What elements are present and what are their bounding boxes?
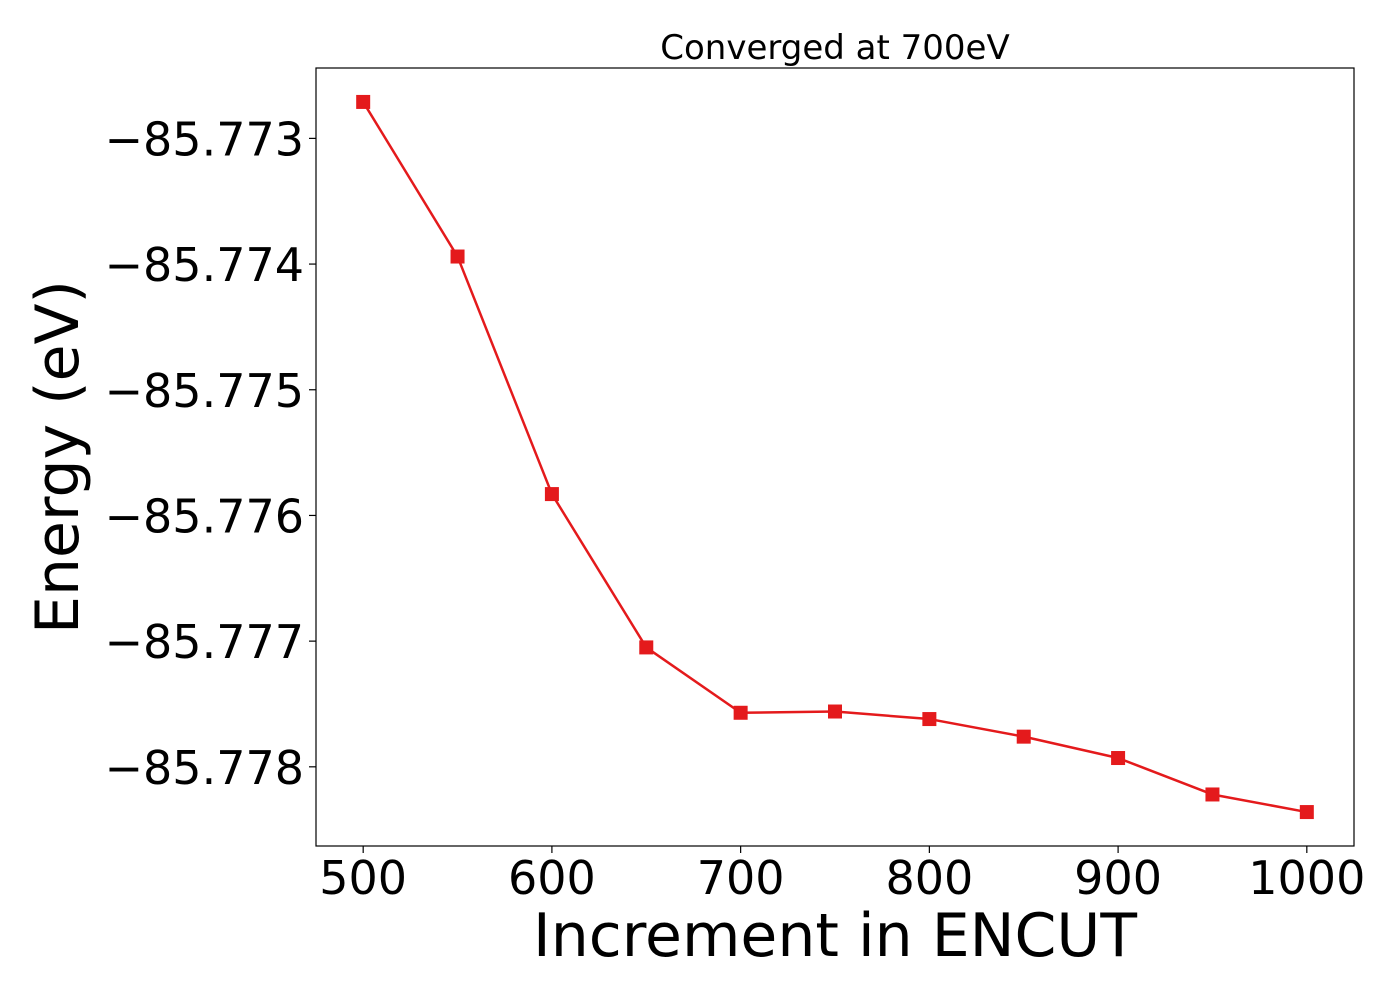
data-point (356, 94, 371, 109)
data-point (1016, 729, 1031, 744)
plot-frame (315, 67, 1355, 847)
y-tick-label: −85.777 (105, 615, 305, 669)
x-axis-label: Increment in ENCUT (533, 901, 1137, 971)
data-point (1299, 805, 1314, 820)
data-point (1111, 751, 1126, 766)
data-point (639, 640, 654, 655)
series-layer (356, 94, 1314, 820)
data-point (733, 705, 748, 720)
chart-title: Converged at 700eV (660, 28, 1009, 68)
ticks-layer: 500 600 700 800 900 1000 −85.773 −85.774 −85.775… (105, 112, 1366, 905)
data-point (1205, 787, 1220, 802)
data-point (544, 487, 559, 502)
x-tick-label: 800 (885, 851, 973, 905)
data-point (450, 249, 465, 264)
x-tick-label: 1000 (1248, 851, 1365, 905)
x-tick-label: 500 (319, 851, 407, 905)
data-point (922, 712, 937, 727)
x-tick-label: 900 (1074, 851, 1162, 905)
data-point (828, 704, 842, 719)
x-tick-label: 600 (508, 851, 596, 905)
y-tick-label: −85.776 (105, 489, 305, 543)
y-tick-label: −85.778 (105, 741, 305, 795)
x-tick-label: 700 (697, 851, 785, 905)
y-tick-label: −85.775 (105, 364, 305, 418)
y-tick-label: −85.773 (105, 112, 305, 166)
y-tick-label: −85.774 (105, 238, 305, 292)
y-axis-label: Energy (eV) (23, 280, 93, 634)
